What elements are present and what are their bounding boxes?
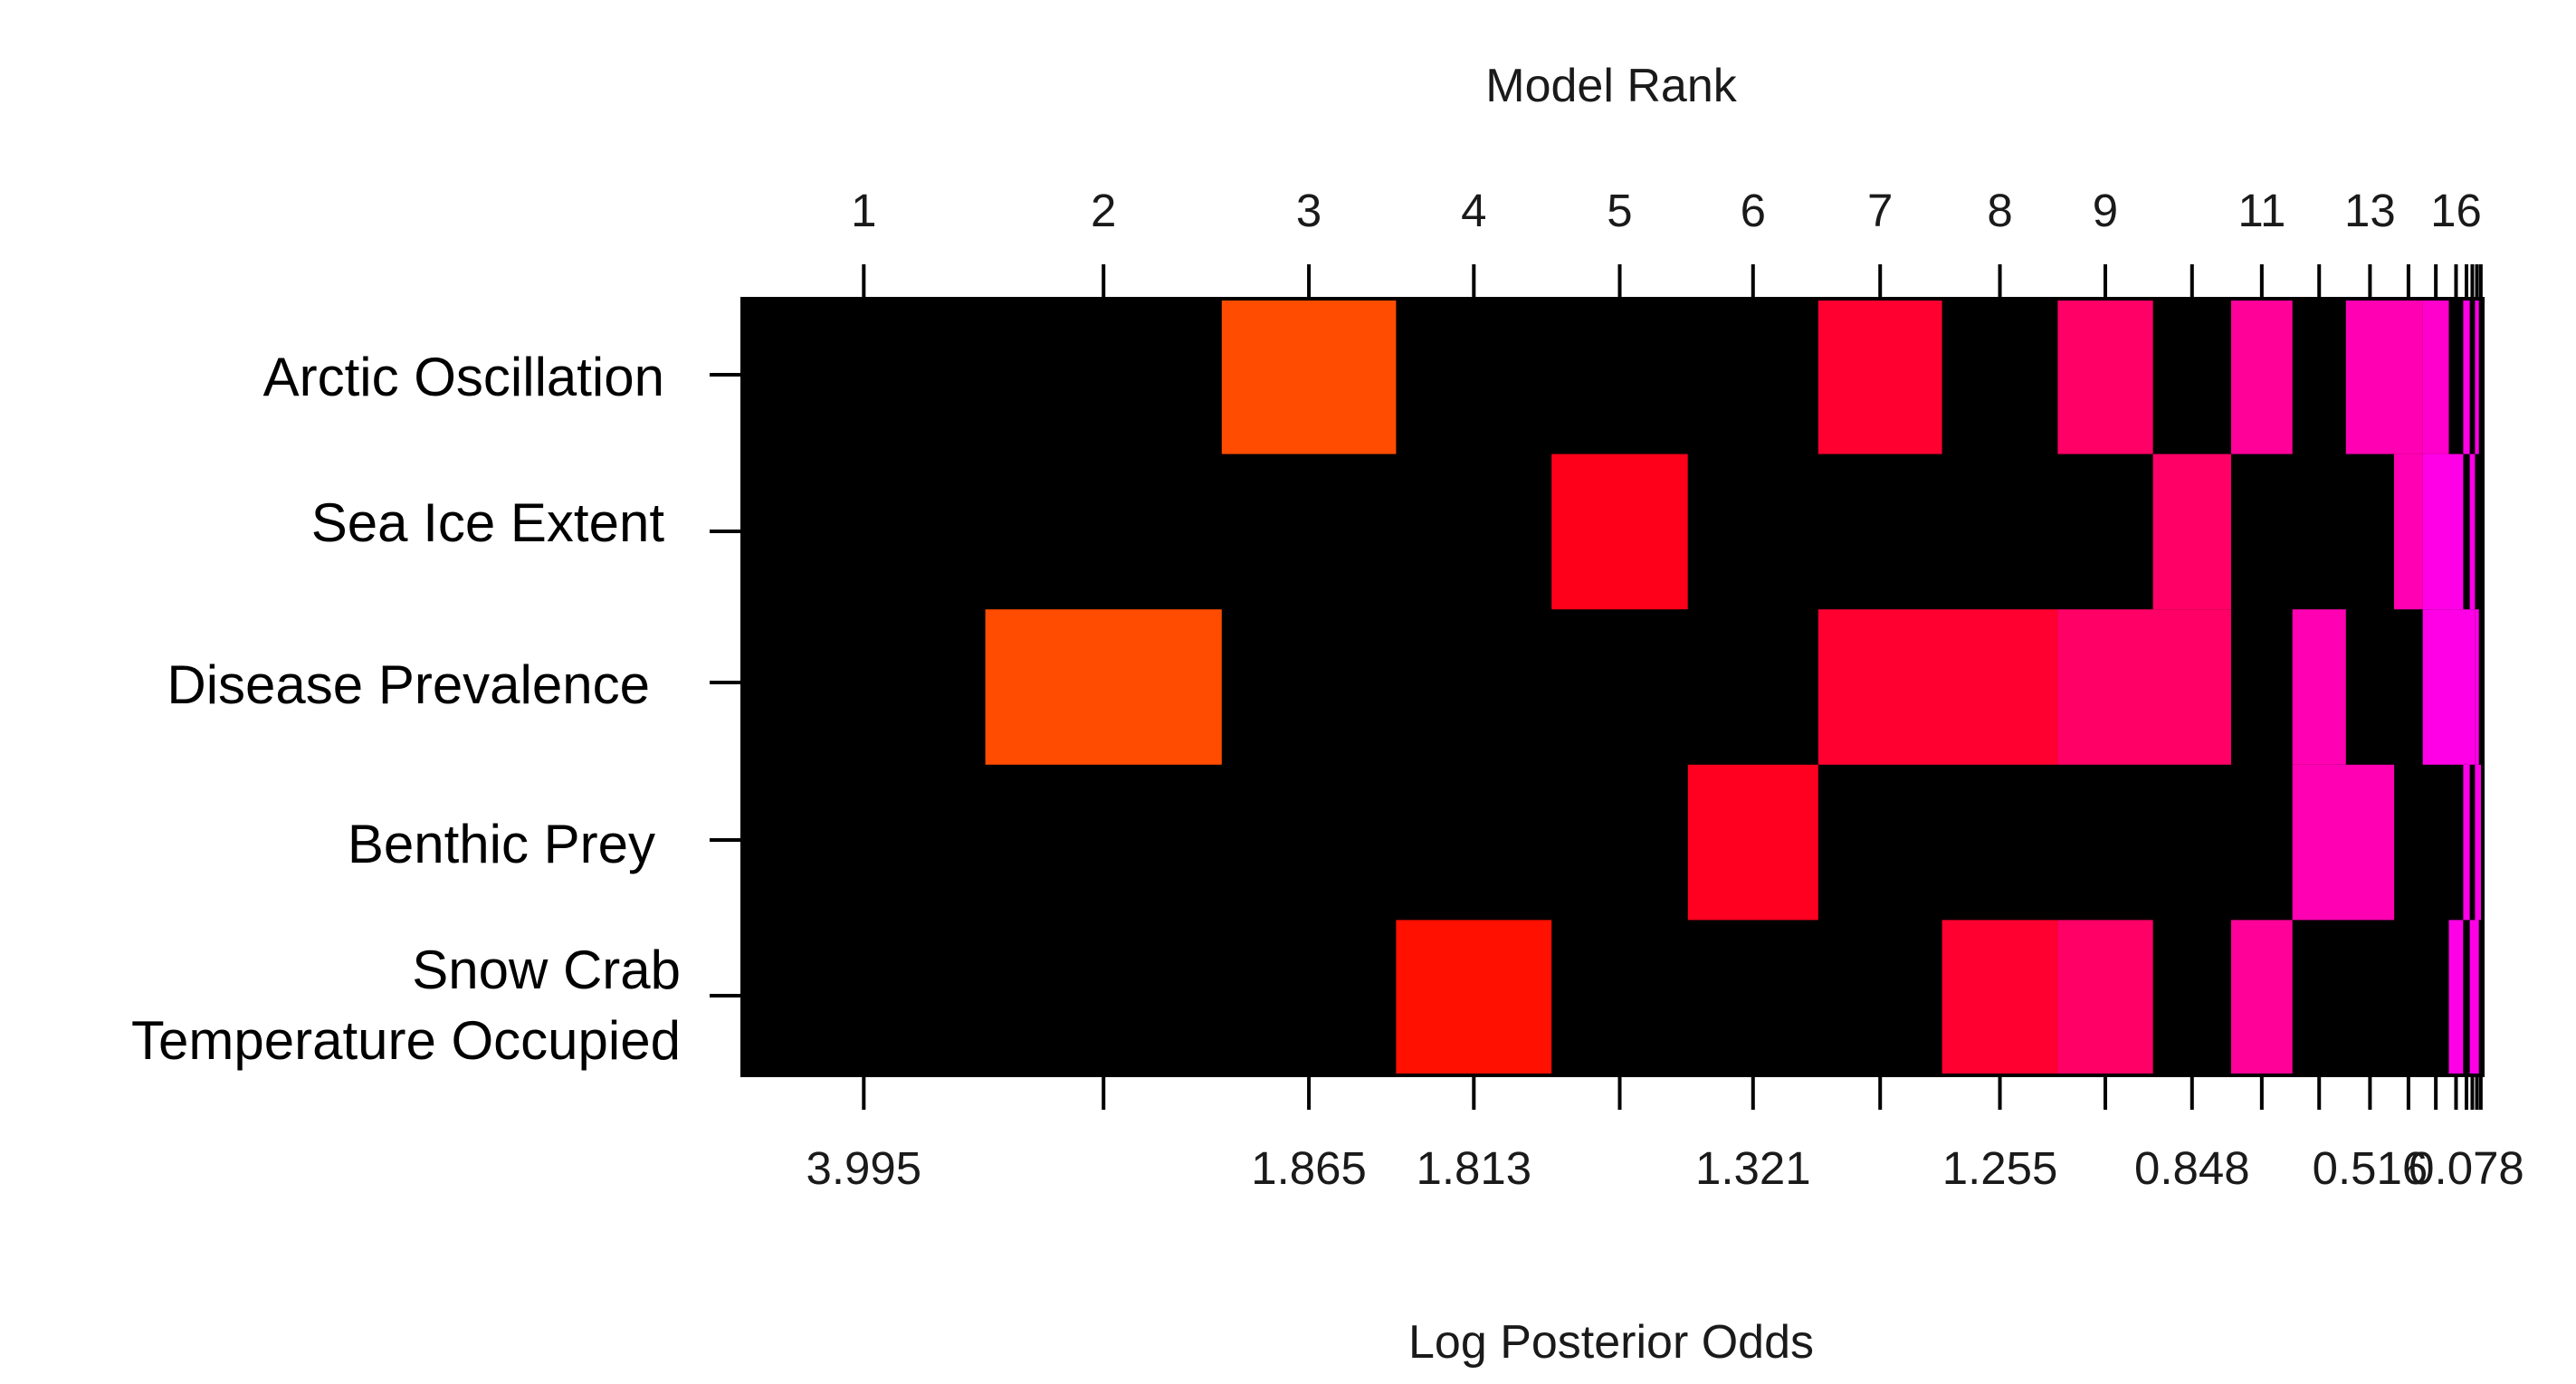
- model-cell: [1221, 299, 1397, 454]
- model-cell: [2475, 764, 2483, 921]
- log-posterior-odds-tick-label: 0.078: [2409, 1142, 2524, 1194]
- log-posterior-odds-tick-label: 0.848: [2134, 1142, 2250, 1194]
- model-cell: [1687, 764, 1818, 921]
- model-cell: [2463, 299, 2470, 454]
- plot-frame: [740, 297, 2485, 1077]
- plot-area: [740, 297, 2485, 1077]
- model-rank-tick-label: 2: [1091, 185, 1116, 236]
- model-cell: [2463, 764, 2470, 921]
- model-rank-tick-label: 1: [851, 185, 876, 236]
- model-cell: [2057, 299, 2153, 454]
- variable-axis: Arctic Oscillation Sea Ice Extent Disease …: [131, 347, 742, 1071]
- model-cell: [2231, 299, 2293, 454]
- log-posterior-odds-tick-label: 3.995: [806, 1142, 922, 1194]
- model-rank-axis: 1 2 3 4 5 6 7 8 9 11 13 16: [851, 185, 2483, 297]
- variable-label: Snow Crab: [412, 940, 681, 1000]
- log-posterior-odds-tick-label: 1.813: [1416, 1142, 1531, 1194]
- model-rank-tick-label: 9: [2093, 185, 2118, 236]
- model-rank-tick-label: 16: [2430, 185, 2482, 236]
- model-cell: [2475, 299, 2479, 454]
- variable-label: Temperature Occupied: [131, 1010, 681, 1071]
- model-cell: [2292, 764, 2395, 921]
- model-cell: [1818, 609, 2058, 765]
- model-cell: [2152, 453, 2231, 610]
- model-cell: [1818, 299, 1942, 454]
- model-cell: [2394, 453, 2423, 610]
- model-cell: [2057, 920, 2153, 1075]
- variable-label: Arctic Oscillation: [263, 347, 664, 407]
- model-cell: [2422, 453, 2464, 610]
- model-cell: [1396, 920, 1552, 1075]
- model-rank-axis-title: Model Rank: [1485, 60, 1737, 112]
- model-rank-tick-label: 13: [2344, 185, 2396, 236]
- model-rank-tick-label: 5: [1607, 185, 1632, 236]
- log-posterior-odds-tick-label: 1.321: [1695, 1142, 1811, 1194]
- log-posterior-odds-tick-label: 1.865: [1251, 1142, 1367, 1194]
- model-rank-tick-label: 7: [1867, 185, 1893, 236]
- model-cell: [2448, 920, 2464, 1075]
- x-axis-title: Log Posterior Odds: [1408, 1316, 1814, 1369]
- model-rank-tick-label: 11: [2237, 185, 2285, 236]
- model-cell: [2345, 299, 2423, 454]
- model-cell: [2422, 299, 2449, 454]
- model-cell: [2422, 609, 2476, 765]
- model-cells: [985, 299, 2483, 1075]
- model-rank-tick-label: 8: [1987, 185, 2012, 236]
- model-rank-tick-label: 6: [1741, 185, 1766, 236]
- log-posterior-odds-tick-label: 1.255: [1942, 1142, 2058, 1194]
- model-cell: [1551, 453, 1688, 610]
- variable-label: Disease Prevalence: [167, 654, 650, 715]
- model-cell: [2057, 609, 2231, 765]
- model-cell: [2292, 609, 2346, 765]
- variable-label: Sea Ice Extent: [311, 492, 665, 553]
- variable-label: Benthic Prey: [348, 814, 655, 874]
- model-cell: [2469, 920, 2479, 1075]
- log-posterior-odds-tick-label: 0.516: [2313, 1142, 2428, 1194]
- model-cell: [2469, 453, 2476, 610]
- model-cell: [2475, 609, 2479, 765]
- model-rank-tick-label: 3: [1296, 185, 1321, 236]
- model-cell: [2231, 920, 2293, 1075]
- model-cell: [1942, 920, 2058, 1075]
- model-rank-tick-label: 4: [1461, 185, 1486, 236]
- model-cell: [985, 609, 1222, 765]
